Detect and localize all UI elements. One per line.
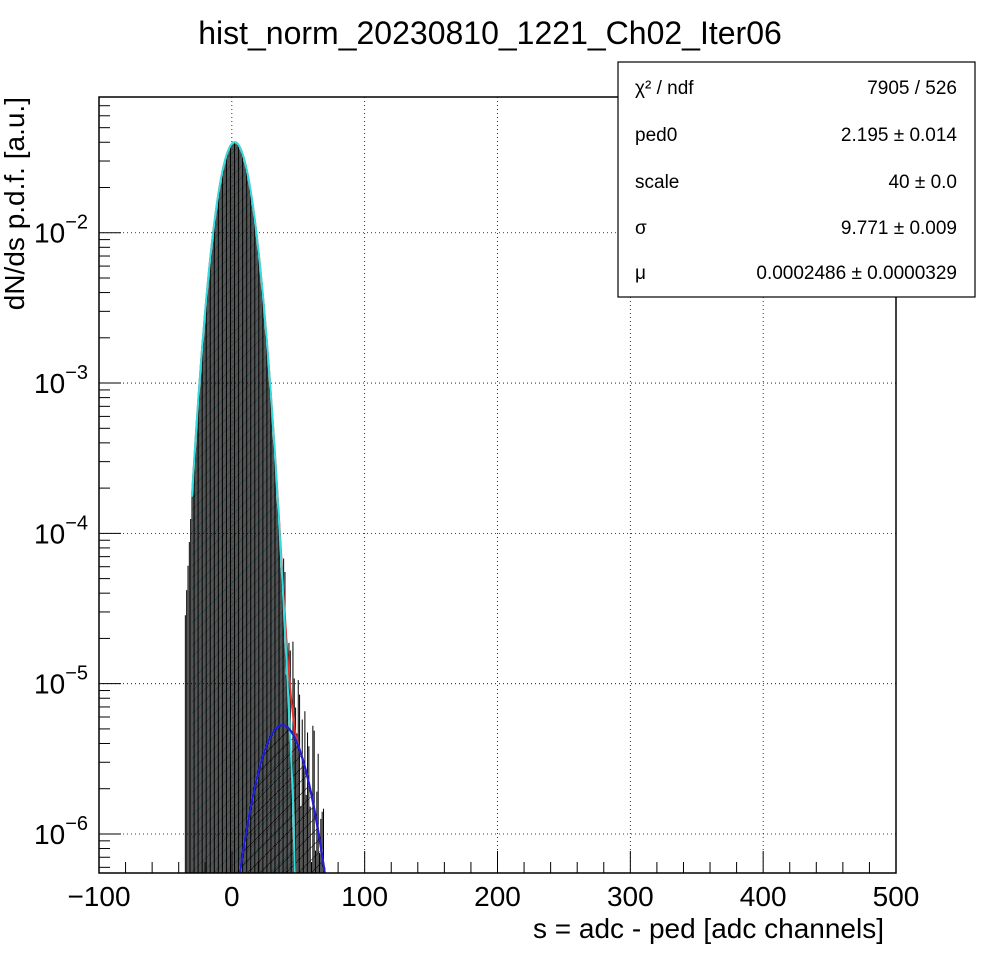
stats-row-value: 40 ± 0.0 (888, 172, 957, 193)
y-tick-label: 10−6 (34, 813, 88, 850)
x-axis-label: s = adc - ped [adc channels] (533, 913, 884, 944)
y-axis-label: dN/ds p.d.f. [a.u.] (0, 97, 30, 310)
x-tick-label: 300 (607, 881, 654, 912)
stats-row-value: 9.771 ± 0.009 (841, 218, 957, 239)
x-tick-label: 0 (224, 881, 240, 912)
plot-area (184, 141, 345, 873)
stats-row-label: σ (635, 218, 647, 239)
plot-frame (98, 96, 897, 874)
y-tick-label: 10−2 (34, 212, 88, 249)
y-tick-label: 10−4 (34, 512, 88, 549)
stats-row-value: 0.0002486 ± 0.0000329 (756, 263, 957, 284)
y-tick-label: 10−3 (34, 362, 88, 399)
stats-row-label: μ (635, 263, 646, 284)
data-histogram-series (184, 142, 326, 873)
stats-box-frame (617, 61, 976, 298)
stats-box: χ² / ndf 7905 / 526 ped0 2.195 ± 0.014 scale… (617, 61, 976, 298)
signal-component-series (238, 724, 326, 873)
stats-row-label: ped0 (635, 125, 677, 146)
stats-row-label: χ² / ndf (635, 78, 694, 99)
axes: −100 0 100 200 300 400 500 10−2 10−3 10−4 10−5 10−6 (34, 96, 920, 912)
stats-row-label: scale (635, 172, 679, 193)
stats-row-value: 2.195 ± 0.014 (841, 125, 958, 146)
x-tick-label: 400 (740, 881, 787, 912)
chart-title: hist_norm_20230810_1221_Ch02_Iter06 (198, 15, 782, 51)
x-tick-label: 100 (341, 881, 388, 912)
stats-row-value: 7905 / 526 (867, 78, 957, 99)
x-tick-label: 200 (474, 881, 521, 912)
pedestal-component-series (190, 141, 296, 873)
x-tick-label: 500 (873, 881, 920, 912)
y-tick-label: 10−5 (34, 663, 88, 700)
x-tick-label: −100 (67, 881, 130, 912)
